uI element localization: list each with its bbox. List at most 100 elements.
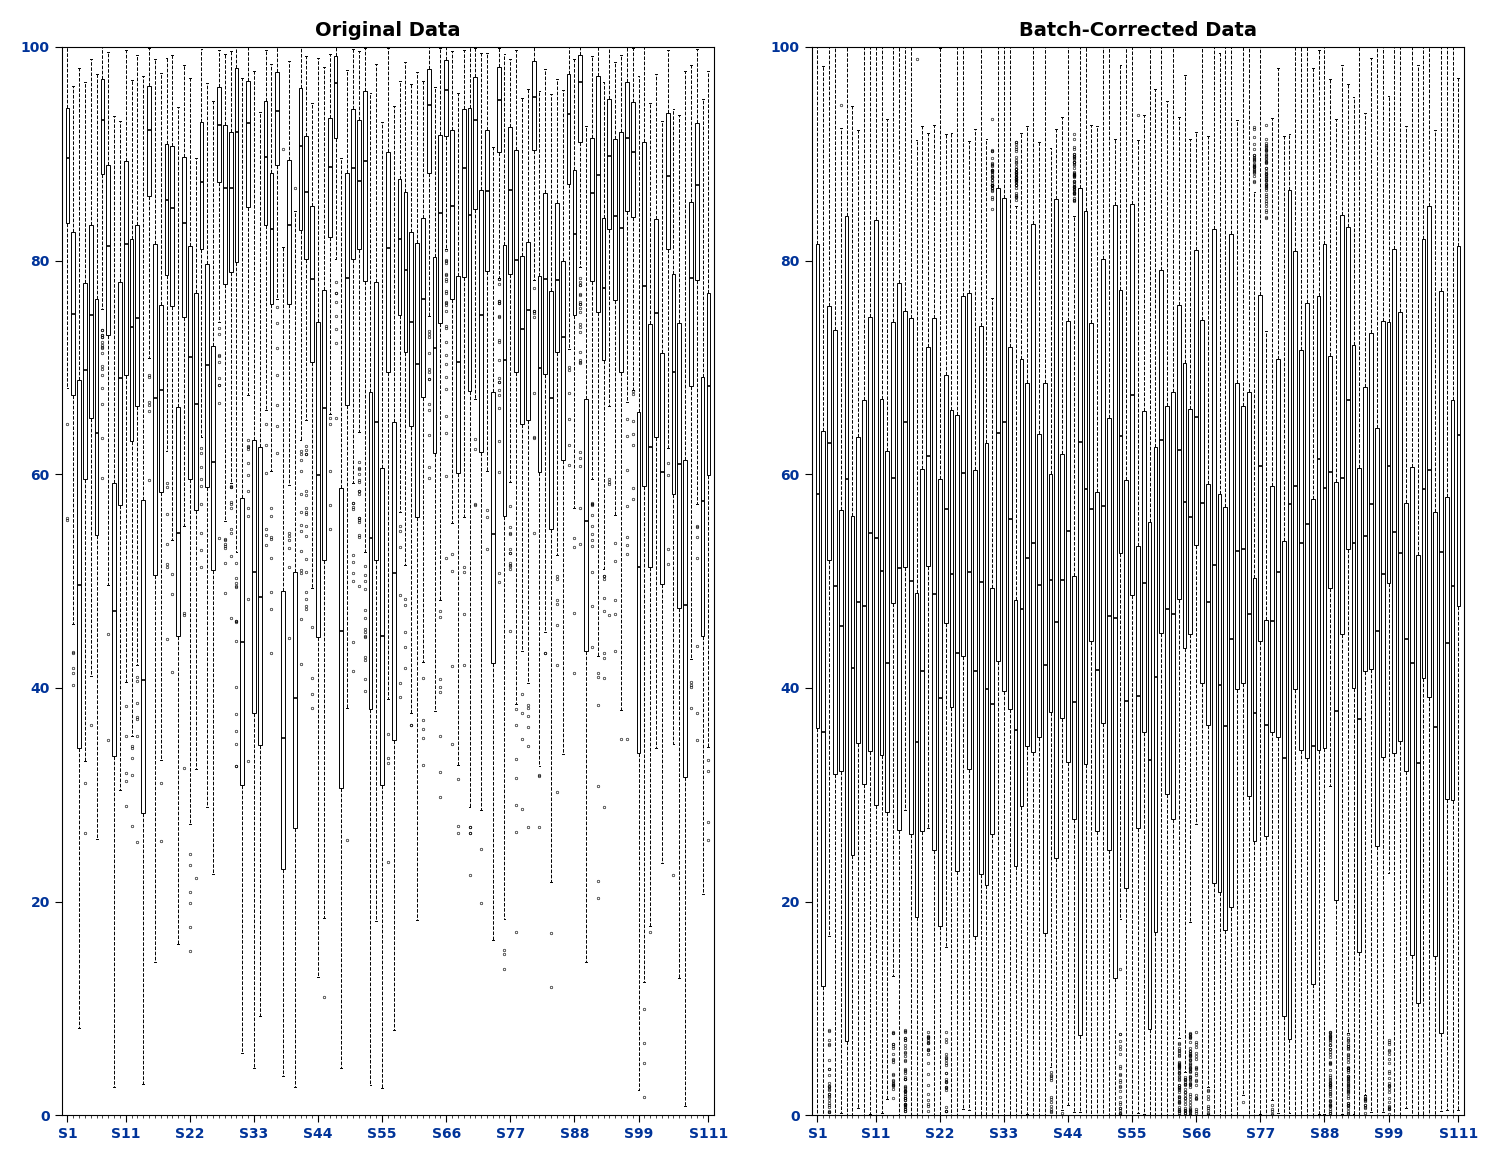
PathPatch shape [135, 225, 140, 406]
PathPatch shape [968, 293, 970, 769]
Title: Batch-Corrected Data: Batch-Corrected Data [1019, 21, 1257, 40]
PathPatch shape [1386, 322, 1390, 582]
PathPatch shape [1113, 205, 1116, 977]
PathPatch shape [1432, 511, 1437, 955]
PathPatch shape [1148, 522, 1152, 1028]
PathPatch shape [1206, 483, 1210, 725]
PathPatch shape [822, 431, 825, 987]
PathPatch shape [165, 144, 168, 274]
PathPatch shape [240, 498, 244, 786]
PathPatch shape [1410, 467, 1413, 955]
PathPatch shape [520, 256, 524, 424]
PathPatch shape [1172, 392, 1174, 819]
PathPatch shape [94, 300, 99, 535]
PathPatch shape [984, 443, 988, 885]
PathPatch shape [322, 290, 326, 560]
PathPatch shape [1125, 480, 1128, 888]
PathPatch shape [1014, 600, 1017, 867]
PathPatch shape [648, 324, 652, 567]
PathPatch shape [1428, 206, 1431, 697]
PathPatch shape [1444, 497, 1449, 799]
PathPatch shape [1450, 400, 1455, 801]
PathPatch shape [1166, 406, 1168, 794]
PathPatch shape [1323, 244, 1326, 748]
PathPatch shape [1334, 481, 1338, 901]
PathPatch shape [833, 330, 837, 774]
PathPatch shape [1178, 304, 1180, 598]
PathPatch shape [1352, 345, 1356, 688]
PathPatch shape [228, 131, 232, 272]
PathPatch shape [1281, 540, 1286, 1016]
PathPatch shape [1042, 383, 1047, 933]
PathPatch shape [915, 594, 918, 917]
PathPatch shape [608, 100, 612, 229]
PathPatch shape [292, 572, 297, 827]
PathPatch shape [480, 191, 483, 452]
PathPatch shape [357, 120, 360, 250]
PathPatch shape [688, 202, 693, 386]
PathPatch shape [944, 375, 948, 623]
PathPatch shape [1107, 418, 1110, 851]
PathPatch shape [990, 588, 994, 833]
PathPatch shape [891, 322, 896, 603]
PathPatch shape [432, 257, 436, 453]
PathPatch shape [1252, 579, 1257, 841]
PathPatch shape [1311, 500, 1314, 984]
PathPatch shape [1020, 359, 1023, 806]
PathPatch shape [444, 59, 448, 136]
PathPatch shape [462, 109, 465, 277]
PathPatch shape [1194, 250, 1198, 545]
PathPatch shape [1346, 227, 1350, 550]
PathPatch shape [1299, 350, 1304, 751]
PathPatch shape [706, 293, 711, 475]
PathPatch shape [375, 282, 378, 560]
PathPatch shape [422, 218, 424, 397]
PathPatch shape [468, 108, 471, 392]
PathPatch shape [182, 157, 186, 317]
PathPatch shape [543, 193, 548, 374]
PathPatch shape [171, 146, 174, 306]
PathPatch shape [438, 135, 442, 323]
Title: Original Data: Original Data [315, 21, 460, 40]
PathPatch shape [1060, 454, 1064, 717]
PathPatch shape [1240, 406, 1245, 683]
PathPatch shape [363, 91, 366, 281]
PathPatch shape [596, 77, 600, 313]
PathPatch shape [1095, 492, 1100, 831]
PathPatch shape [1066, 321, 1070, 762]
PathPatch shape [118, 282, 122, 504]
PathPatch shape [579, 55, 582, 142]
PathPatch shape [82, 284, 87, 480]
PathPatch shape [450, 130, 454, 300]
PathPatch shape [1234, 383, 1239, 689]
PathPatch shape [1422, 239, 1425, 679]
PathPatch shape [590, 138, 594, 280]
PathPatch shape [1054, 200, 1059, 859]
PathPatch shape [1456, 246, 1461, 607]
PathPatch shape [386, 152, 390, 372]
PathPatch shape [700, 378, 705, 637]
PathPatch shape [1340, 215, 1344, 633]
PathPatch shape [129, 239, 134, 440]
PathPatch shape [1119, 290, 1122, 553]
PathPatch shape [874, 220, 878, 805]
PathPatch shape [620, 132, 622, 372]
PathPatch shape [351, 109, 355, 259]
PathPatch shape [514, 150, 517, 372]
PathPatch shape [72, 232, 75, 395]
PathPatch shape [1293, 251, 1298, 689]
PathPatch shape [850, 516, 855, 854]
PathPatch shape [642, 142, 646, 486]
PathPatch shape [868, 317, 871, 751]
PathPatch shape [88, 224, 93, 418]
PathPatch shape [1224, 508, 1227, 930]
PathPatch shape [380, 467, 384, 784]
PathPatch shape [194, 293, 198, 510]
PathPatch shape [903, 311, 908, 567]
PathPatch shape [1230, 234, 1233, 908]
PathPatch shape [1416, 555, 1419, 1003]
PathPatch shape [316, 322, 320, 637]
PathPatch shape [537, 275, 542, 472]
PathPatch shape [153, 244, 158, 575]
PathPatch shape [862, 400, 865, 784]
